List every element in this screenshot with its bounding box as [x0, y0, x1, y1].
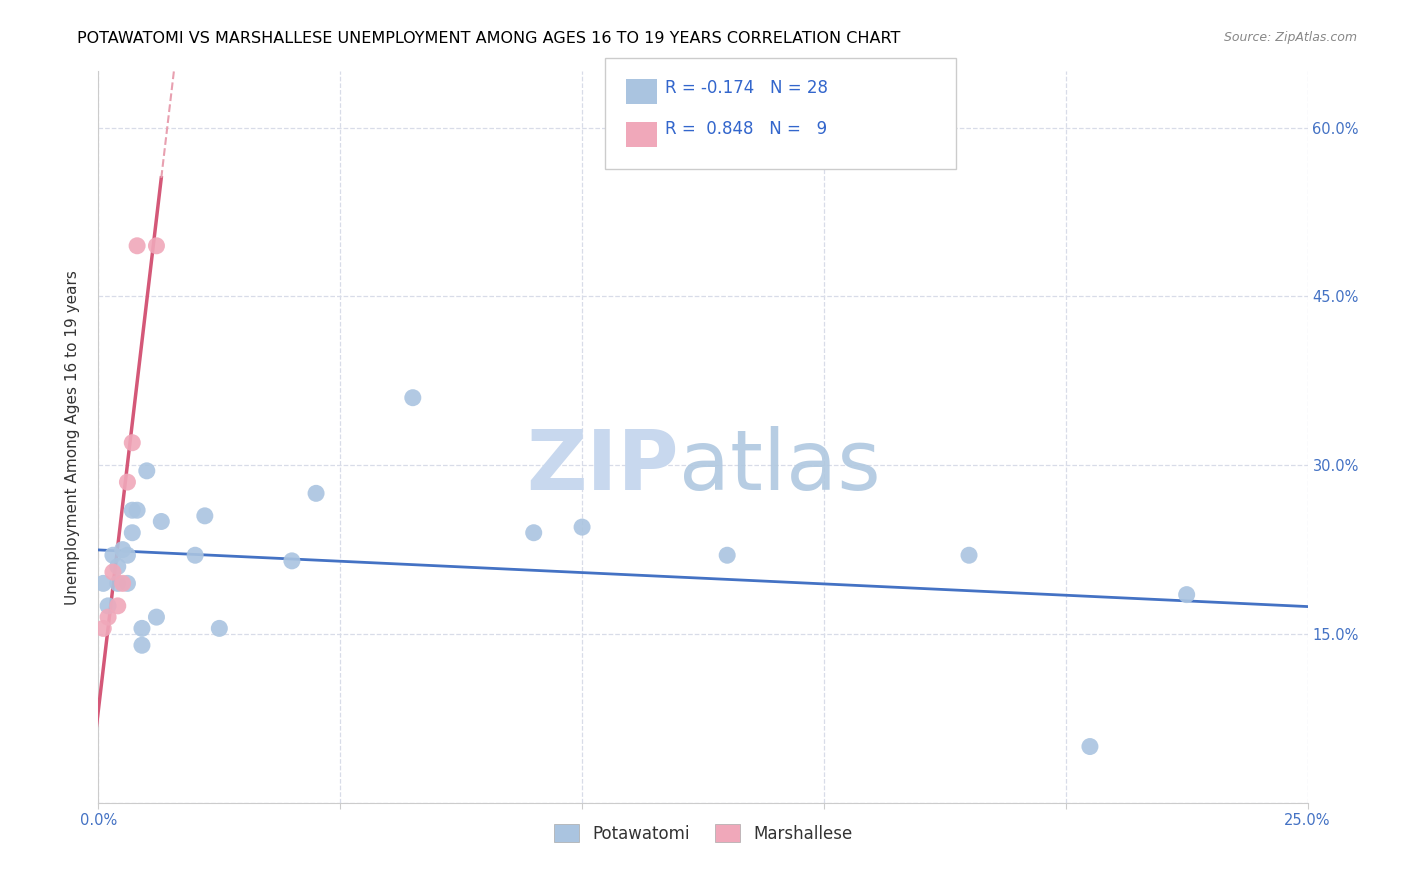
Point [91, 576, 114, 591]
Point [131, 638, 153, 652]
Point [281, 554, 304, 568]
Point [131, 621, 153, 635]
Point [91, 621, 114, 635]
Point [523, 525, 546, 540]
Point [150, 515, 173, 529]
Point [145, 610, 167, 624]
Text: Source: ZipAtlas.com: Source: ZipAtlas.com [1223, 31, 1357, 45]
Point [107, 576, 129, 591]
Point [145, 239, 167, 253]
Point [957, 548, 980, 562]
Point [117, 475, 139, 489]
Point [121, 503, 143, 517]
Point [194, 508, 217, 523]
Point [117, 548, 139, 562]
Point [107, 559, 129, 574]
Text: POTAWATOMI VS MARSHALLESE UNEMPLOYMENT AMONG AGES 16 TO 19 YEARS CORRELATION CHA: POTAWATOMI VS MARSHALLESE UNEMPLOYMENT A… [77, 31, 901, 46]
Point [127, 503, 149, 517]
Y-axis label: Unemployment Among Ages 16 to 19 years: Unemployment Among Ages 16 to 19 years [65, 269, 80, 605]
Point [127, 239, 149, 253]
Text: atlas: atlas [679, 425, 880, 507]
Point [111, 542, 134, 557]
Point [121, 525, 143, 540]
Text: R = -0.174   N = 28: R = -0.174 N = 28 [665, 79, 828, 97]
Point [305, 486, 328, 500]
Point [101, 565, 124, 579]
Text: R =  0.848   N =   9: R = 0.848 N = 9 [665, 120, 827, 138]
Point [121, 435, 143, 450]
Point [184, 548, 207, 562]
Point [135, 464, 157, 478]
Point [97, 599, 120, 613]
Point [111, 576, 134, 591]
Point [716, 548, 738, 562]
Point [1175, 588, 1198, 602]
Legend: Potawatomi, Marshallese: Potawatomi, Marshallese [547, 818, 859, 849]
Point [97, 610, 120, 624]
Point [101, 548, 124, 562]
Point [117, 576, 139, 591]
Point [1078, 739, 1101, 754]
Point [208, 621, 231, 635]
Point [571, 520, 593, 534]
Point [402, 391, 425, 405]
Point [107, 599, 129, 613]
Text: ZIP: ZIP [526, 425, 679, 507]
